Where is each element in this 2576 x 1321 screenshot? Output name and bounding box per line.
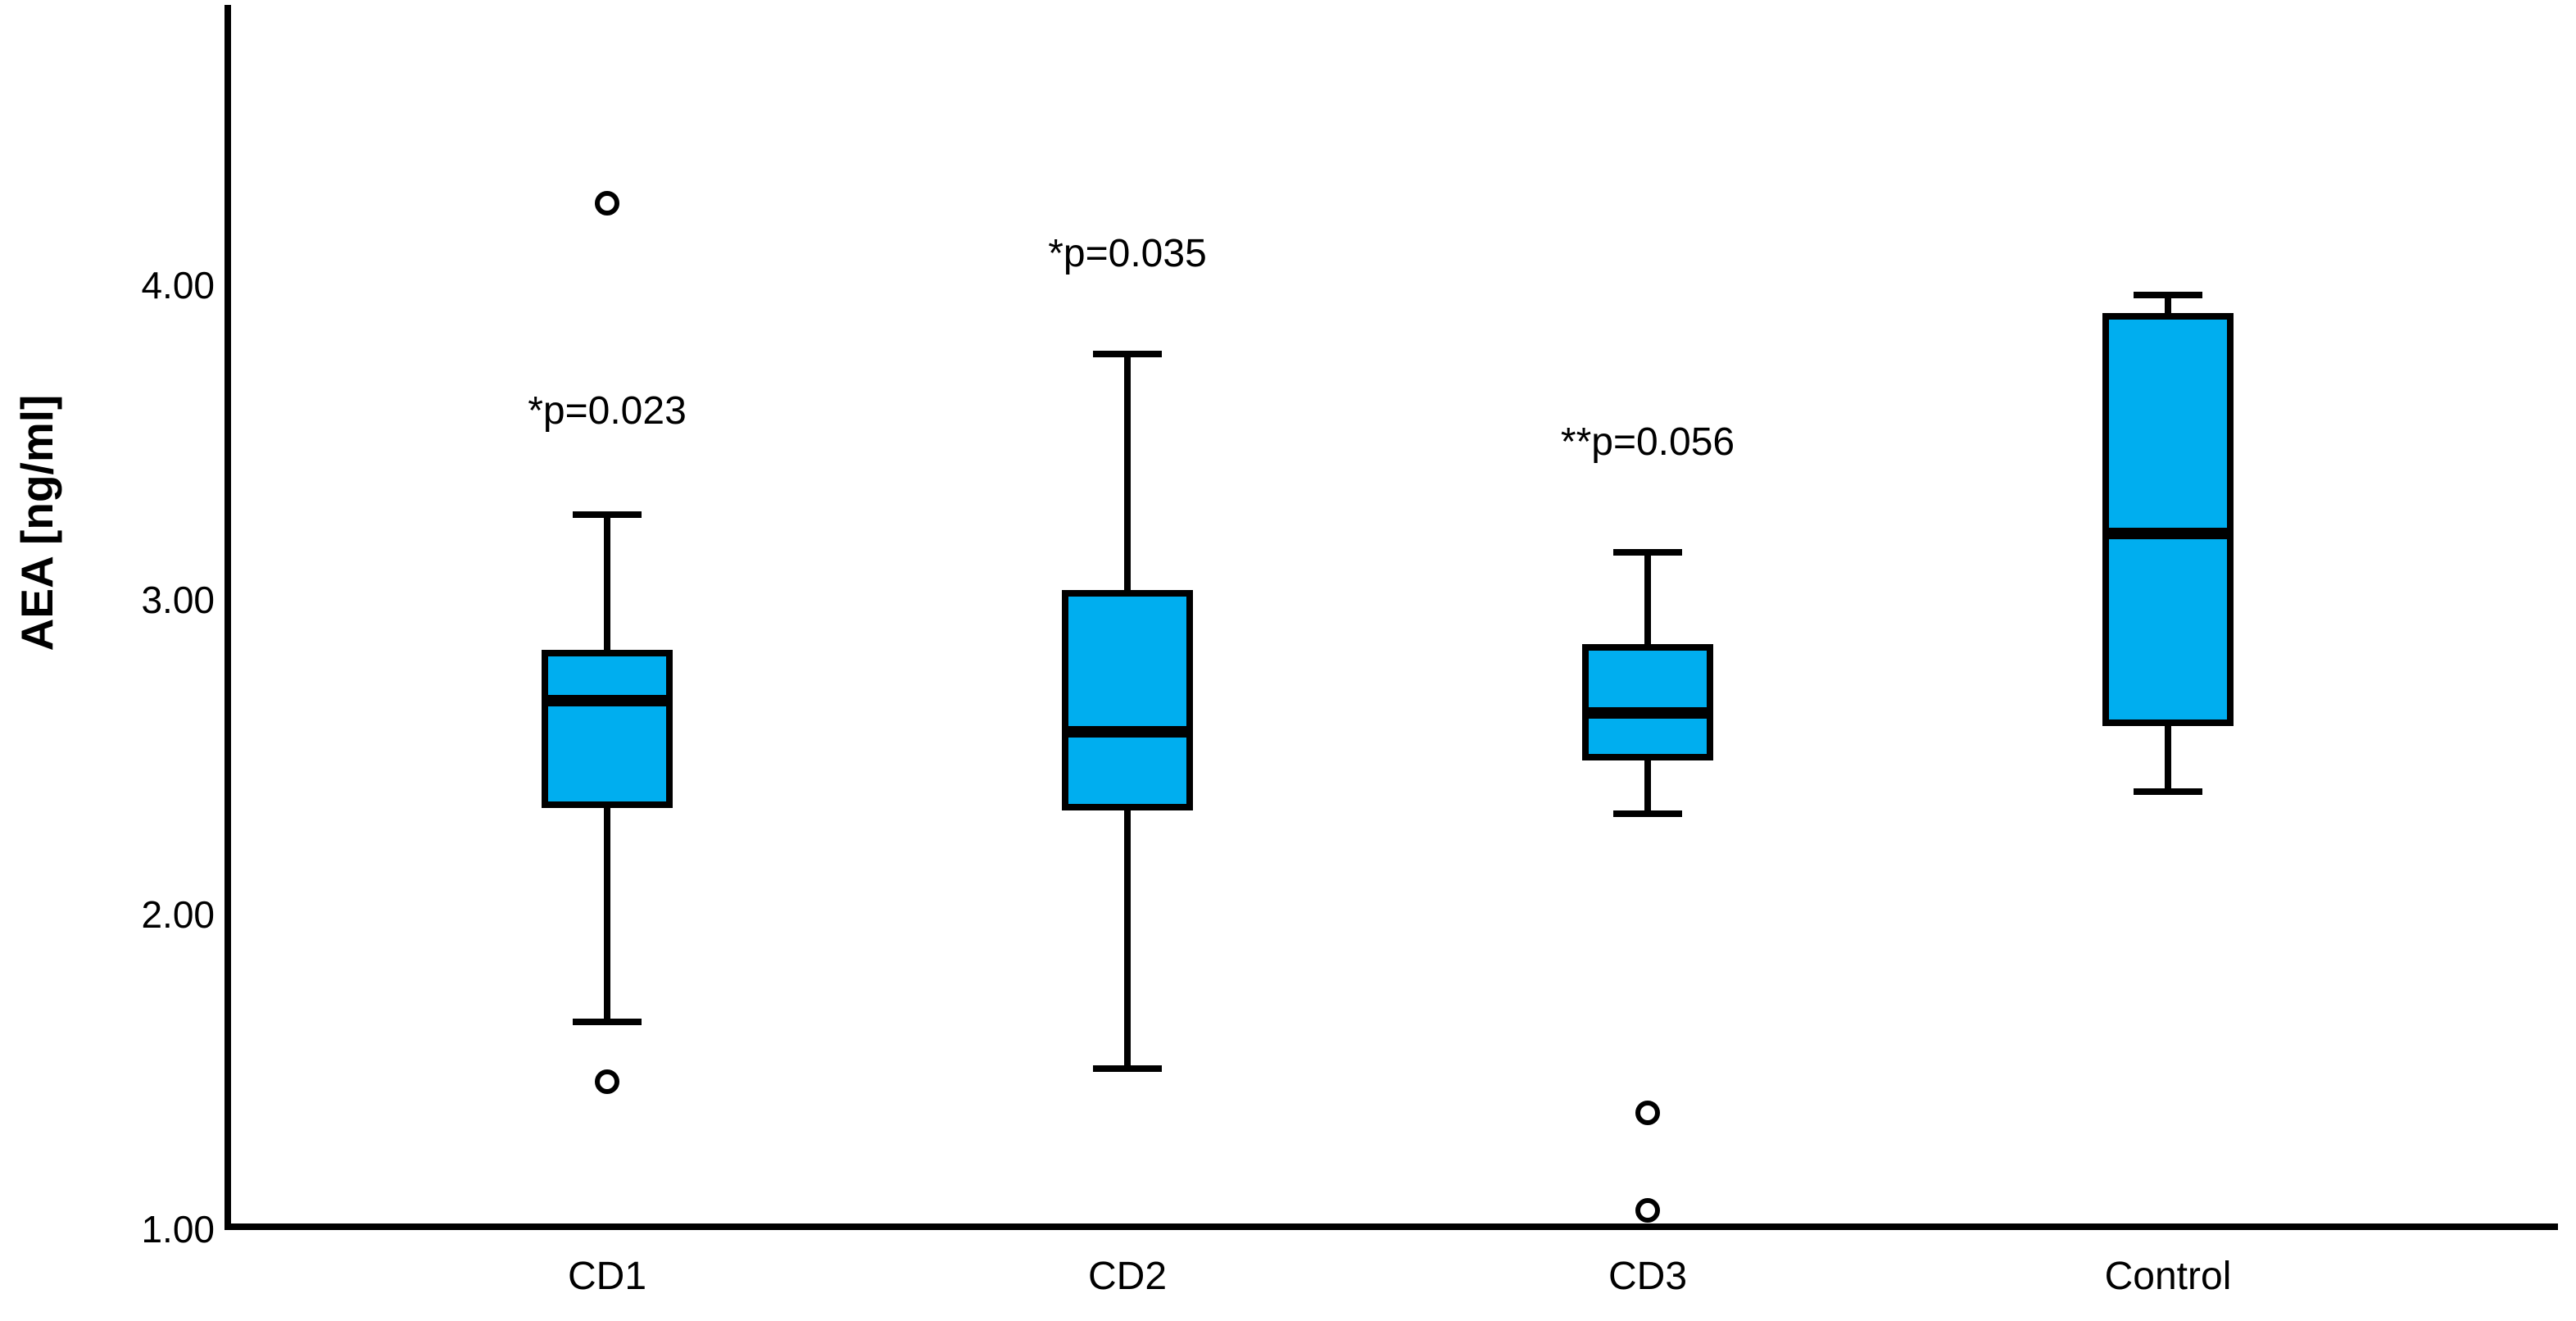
median-line	[548, 694, 666, 706]
box-iqr	[2102, 313, 2234, 726]
outlier-point	[595, 1069, 619, 1094]
category-label: Control	[2104, 1255, 2232, 1298]
whisker-lower-stem	[1124, 807, 1131, 1069]
box-iqr	[1582, 643, 1713, 760]
category-label: CD1	[567, 1255, 647, 1298]
y-tick-label: 3.00	[141, 579, 215, 621]
whisker-upper-cap	[1613, 549, 1682, 556]
y-axis-line	[224, 5, 231, 1230]
whisker-lower-stem	[1644, 757, 1651, 815]
whisker-lower-cap	[2134, 788, 2202, 796]
y-tick-label: 1.00	[141, 1208, 215, 1251]
y-tick-label: 4.00	[141, 264, 215, 306]
whisker-upper-stem	[1644, 552, 1651, 647]
whisker-upper-cap	[2134, 291, 2202, 298]
category-label: CD2	[1087, 1255, 1168, 1298]
p-value-annotation: **p=0.056	[1560, 420, 1735, 464]
p-value-annotation: *p=0.035	[1048, 231, 1207, 275]
whisker-lower-cap	[1093, 1065, 1162, 1073]
p-value-annotation: *p=0.023	[528, 388, 687, 433]
x-axis-line	[224, 1223, 2558, 1230]
outlier-point	[1635, 1100, 1660, 1125]
whisker-lower-cap	[1613, 810, 1682, 818]
whisker-lower-stem	[2165, 722, 2171, 792]
box-iqr	[1062, 590, 1193, 811]
whisker-upper-cap	[573, 511, 642, 519]
median-line	[2109, 528, 2227, 540]
whisker-lower-cap	[573, 1018, 642, 1025]
outlier-point	[595, 191, 619, 216]
outlier-point	[1635, 1197, 1660, 1223]
whisker-upper-cap	[1093, 351, 1162, 358]
median-line	[1589, 707, 1707, 720]
whisker-upper-stem	[604, 515, 610, 654]
y-tick-label: 2.00	[141, 893, 215, 936]
box-iqr	[542, 650, 673, 808]
category-label: CD3	[1608, 1255, 1688, 1298]
whisker-upper-stem	[1124, 354, 1131, 594]
whisker-lower-stem	[604, 804, 610, 1022]
whisker-upper-stem	[2165, 294, 2171, 317]
median-line	[1068, 726, 1186, 738]
